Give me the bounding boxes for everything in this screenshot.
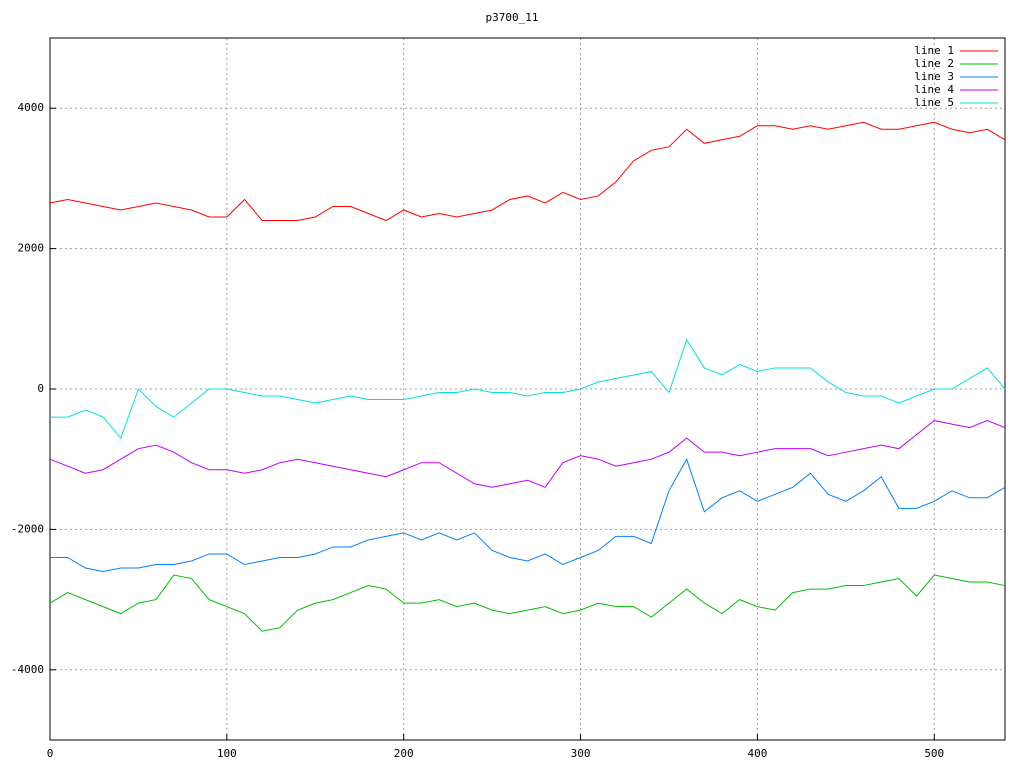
- data-line: [49, 420, 1006, 488]
- x-tick-label: 200: [394, 747, 414, 760]
- y-tick-label: 2000: [18, 242, 45, 255]
- data-line: [49, 121, 1006, 222]
- x-tick-label: 0: [47, 747, 54, 760]
- data-line: [50, 457, 1006, 573]
- data-line: [50, 338, 1006, 440]
- x-tick-label: 100: [217, 747, 237, 760]
- data-line: [49, 574, 1006, 632]
- y-tick-label: 0: [37, 382, 44, 395]
- legend-label: line 4: [914, 83, 954, 96]
- x-tick-label: 400: [747, 747, 767, 760]
- y-tick-label: -2000: [11, 522, 44, 535]
- chart-title: p3700_11: [486, 11, 539, 24]
- y-tick-label: 4000: [18, 101, 45, 114]
- legend-label: line 3: [914, 70, 954, 83]
- y-tick-label: -4000: [11, 663, 44, 676]
- x-tick-label: 500: [924, 747, 944, 760]
- legend-label: line 1: [914, 44, 954, 57]
- legend-label: line 2: [914, 57, 954, 70]
- x-tick-label: 300: [571, 747, 591, 760]
- legend-label: line 5: [914, 96, 954, 109]
